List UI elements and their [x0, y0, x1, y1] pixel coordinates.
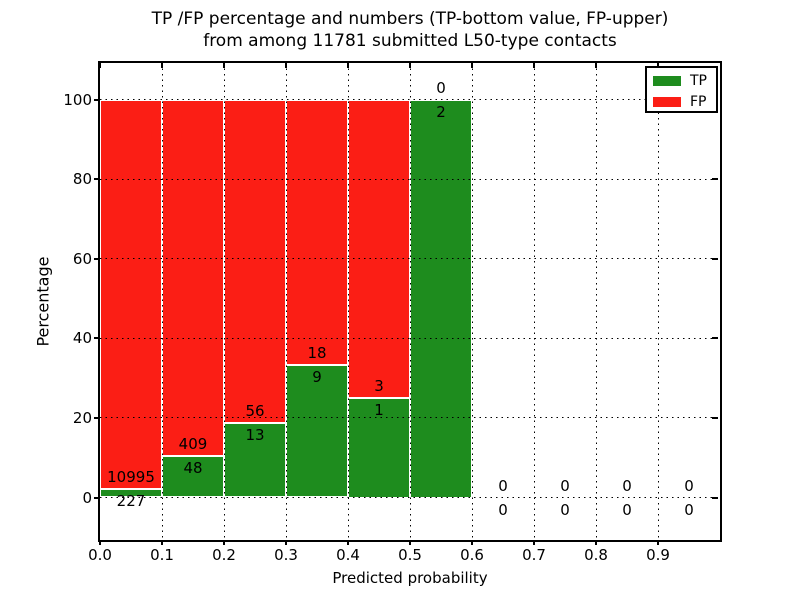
- legend-item-fp: FP: [653, 94, 707, 110]
- y-tick-right: [712, 416, 718, 419]
- tp-count-label: 0: [560, 500, 570, 519]
- chart-title: TP /FP percentage and numbers (TP-bottom…: [100, 8, 720, 52]
- bar-tp-segment: [224, 422, 286, 498]
- bar-fp-segment: [162, 99, 224, 456]
- x-tick-top: [347, 63, 349, 68]
- x-tick-top: [161, 63, 163, 68]
- x-tick-label: 0.4: [336, 546, 360, 564]
- x-axis-label: Predicted probability: [332, 569, 488, 587]
- fp-count-label: 0: [560, 476, 570, 495]
- y-tick-label: 0: [82, 488, 92, 507]
- tp-count-label: 0: [498, 500, 508, 519]
- y-tick-right: [712, 257, 718, 260]
- x-tick-top: [285, 63, 287, 68]
- tp-count-label: 2: [436, 102, 446, 121]
- gridline-v: [161, 63, 163, 540]
- y-tick: [94, 496, 100, 499]
- tp-count-label: 9: [312, 367, 322, 386]
- x-tick: [285, 540, 287, 545]
- y-tick: [94, 337, 100, 340]
- x-tick: [347, 540, 349, 545]
- x-tick-label: 0.7: [522, 546, 546, 564]
- fp-count-label: 0: [436, 78, 446, 97]
- y-tick-right: [712, 496, 718, 499]
- gridline-v: [223, 63, 225, 540]
- x-tick-label: 0.9: [646, 546, 670, 564]
- x-tick: [161, 540, 163, 545]
- gridline-v: [409, 63, 411, 540]
- gridline-v: [471, 63, 473, 540]
- fp-count-label: 0: [622, 476, 632, 495]
- x-tick-label: 0.3: [274, 546, 298, 564]
- legend-item-tp: TP: [653, 73, 707, 89]
- gridline-v: [285, 63, 287, 540]
- x-tick-label: 0.1: [150, 546, 174, 564]
- gridline-v: [595, 63, 597, 540]
- chart-title-line2: from among 11781 submitted L50-type cont…: [203, 31, 617, 51]
- x-tick-label: 0.2: [212, 546, 236, 564]
- x-tick: [409, 540, 411, 545]
- y-tick: [94, 98, 100, 101]
- tp-count-label: 0: [684, 500, 694, 519]
- tp-count-label: 227: [116, 492, 146, 511]
- bar-fp-segment: [100, 99, 162, 490]
- y-tick-label: 80: [72, 170, 92, 189]
- fp-count-label: 3: [374, 377, 384, 395]
- x-tick: [471, 540, 473, 545]
- y-tick: [94, 416, 100, 419]
- bar-tp-segment: [286, 364, 348, 498]
- x-tick-top: [533, 63, 535, 68]
- tp-count-label: 13: [245, 425, 265, 444]
- x-tick: [99, 540, 101, 545]
- y-tick: [94, 178, 100, 181]
- x-tick-top: [657, 63, 659, 68]
- legend-label: TP: [690, 73, 707, 89]
- x-tick: [595, 540, 597, 545]
- y-tick-label: 60: [72, 249, 92, 268]
- bar-fp-segment: [348, 99, 410, 398]
- tp-count-label: 0: [622, 500, 632, 519]
- fp-count-label: 0: [498, 476, 508, 495]
- x-tick-label: 0.8: [584, 546, 608, 564]
- y-tick-right: [712, 178, 718, 181]
- gridline-v: [347, 63, 349, 540]
- fp-count-label: 409: [178, 434, 208, 453]
- x-tick-label: 0.5: [398, 546, 422, 564]
- legend: TP FP: [645, 66, 718, 113]
- chart-title-line1: TP /FP percentage and numbers (TP-bottom…: [151, 9, 669, 29]
- fp-count-label: 0: [684, 476, 694, 495]
- fp-swatch-icon: [653, 97, 681, 107]
- x-tick-top: [223, 63, 225, 68]
- x-tick-top: [595, 63, 597, 68]
- x-tick-top: [409, 63, 411, 68]
- gridline-v: [533, 63, 535, 540]
- x-tick: [533, 540, 535, 545]
- tp-swatch-icon: [653, 76, 681, 86]
- y-tick-right: [712, 337, 718, 340]
- x-tick: [657, 540, 659, 545]
- x-tick-top: [471, 63, 473, 68]
- tp-count-label: 1: [374, 401, 384, 419]
- fp-count-label: 18: [307, 343, 327, 362]
- y-tick-label: 40: [72, 329, 92, 348]
- bar-fp-segment: [224, 99, 286, 423]
- y-tick-label: 100: [63, 90, 92, 109]
- bar-tp-segment: [410, 99, 472, 498]
- bar-fp-segment: [286, 99, 348, 365]
- legend-label: FP: [690, 94, 707, 110]
- x-tick-label: 0.6: [460, 546, 484, 564]
- fp-count-label: 10995: [107, 468, 155, 487]
- x-tick-label: 0.0: [88, 546, 112, 564]
- x-tick-top: [99, 63, 101, 68]
- fp-count-label: 56: [245, 401, 265, 420]
- y-tick: [94, 257, 100, 260]
- x-tick: [223, 540, 225, 545]
- y-tick-label: 20: [72, 408, 92, 427]
- tp-count-label: 48: [183, 458, 203, 477]
- gridline-v: [657, 63, 659, 540]
